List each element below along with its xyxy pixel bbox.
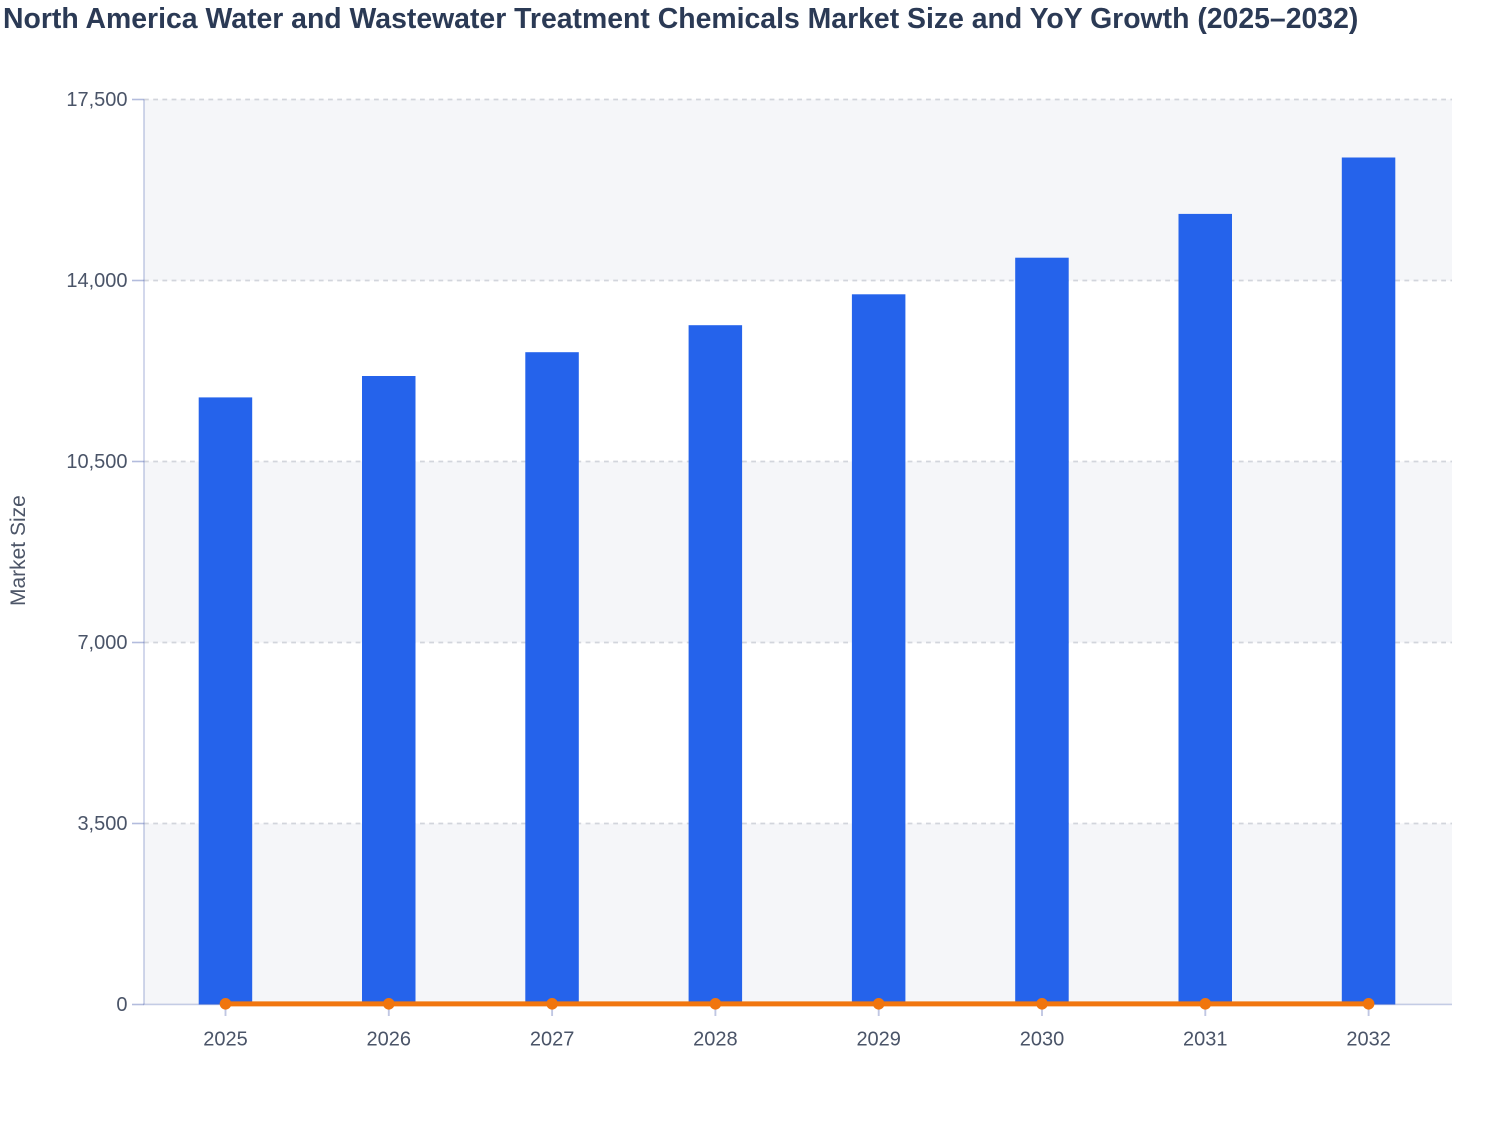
svg-text:2029: 2029 <box>856 1029 901 1051</box>
svg-text:2027: 2027 <box>530 1029 575 1051</box>
svg-text:14,000: 14,000 <box>66 270 127 292</box>
svg-text:2031: 2031 <box>1183 1029 1228 1051</box>
svg-text:2028: 2028 <box>693 1029 738 1051</box>
svg-text:17,500: 17,500 <box>66 89 127 111</box>
svg-text:2026: 2026 <box>367 1029 412 1051</box>
svg-text:2025: 2025 <box>203 1029 248 1051</box>
svg-text:3,500: 3,500 <box>77 813 127 835</box>
svg-text:2032: 2032 <box>1346 1029 1391 1051</box>
svg-text:7,000: 7,000 <box>77 632 127 654</box>
svg-text:Market Size: Market Size <box>7 495 30 606</box>
svg-text:North America Water and Wastew: North America Water and Wastewater Treat… <box>3 3 1358 35</box>
svg-text:10,500: 10,500 <box>66 451 127 473</box>
svg-text:0: 0 <box>116 994 127 1016</box>
svg-text:2030: 2030 <box>1020 1029 1065 1051</box>
